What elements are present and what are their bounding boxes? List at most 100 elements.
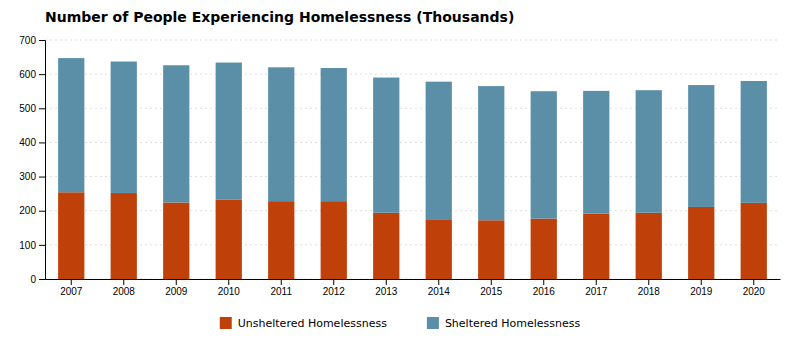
grid-line: [45, 244, 780, 245]
bar: [58, 58, 84, 192]
bar: [741, 81, 767, 203]
y-tick: 700: [19, 35, 45, 46]
x-tick-label: 2011: [270, 286, 292, 297]
grid-line: [45, 74, 780, 75]
bar: [636, 213, 662, 279]
y-tick-mark: [39, 74, 45, 75]
y-tick: 0: [30, 274, 45, 285]
x-tick: 2014: [428, 279, 451, 297]
x-tick: 2020: [743, 279, 766, 297]
x-tick: 2017: [585, 279, 608, 297]
bar: [636, 90, 662, 213]
legend-swatch: [427, 317, 439, 329]
y-tick: 200: [19, 205, 45, 216]
x-tick: 2008: [113, 279, 136, 297]
y-tick-label: 500: [19, 103, 36, 114]
bar: [583, 91, 609, 214]
y-tick-mark: [39, 245, 45, 246]
x-tick-mark: [543, 279, 544, 285]
x-tick-label: 2015: [480, 286, 503, 297]
y-tick-mark: [39, 108, 45, 109]
x-tick-mark: [701, 279, 702, 285]
x-tick-label: 2018: [638, 286, 661, 297]
x-tick: 2012: [323, 279, 346, 297]
y-tick-mark: [39, 40, 45, 41]
grid-line: [45, 176, 780, 177]
x-tick-mark: [491, 279, 492, 285]
y-tick: 600: [19, 69, 45, 80]
x-tick-mark: [438, 279, 439, 285]
x-tick-mark: [753, 279, 754, 285]
y-tick: 100: [19, 240, 45, 251]
bar: [531, 91, 557, 218]
x-tick-mark: [281, 279, 282, 285]
title: Number of People Experiencing Homelessne…: [45, 9, 514, 25]
x-tick: 2010: [218, 279, 241, 297]
bar: [688, 85, 714, 207]
bar: [111, 62, 137, 193]
x-tick-label: 2009: [165, 286, 188, 297]
x-tick: 2016: [533, 279, 556, 297]
x-tick-label: 2010: [218, 286, 241, 297]
x-tick: 2015: [480, 279, 503, 297]
bar: [373, 213, 399, 279]
x-tick-label: 2014: [428, 286, 451, 297]
x-tick-label: 2013: [375, 286, 398, 297]
bar: [741, 203, 767, 279]
y-tick-label: 100: [19, 240, 36, 251]
x-tick: 2018: [638, 279, 661, 297]
x-tick-label: 2016: [533, 286, 556, 297]
x-tick-label: 2008: [113, 286, 136, 297]
x-tick-mark: [123, 279, 124, 285]
grid-line: [45, 108, 780, 109]
legend-swatch: [220, 317, 232, 329]
x-tick-mark: [648, 279, 649, 285]
y-tick-mark: [39, 177, 45, 178]
bar: [268, 67, 294, 201]
legend-label: Sheltered Homelessness: [445, 317, 581, 330]
grid-line: [45, 210, 780, 211]
y-tick: 300: [19, 171, 45, 182]
bar-series: [58, 58, 767, 220]
x-tick-label: 2012: [323, 286, 346, 297]
bar: [163, 203, 189, 279]
x-tick-label: 2019: [690, 286, 713, 297]
bar: [478, 86, 504, 220]
y-tick-mark: [39, 211, 45, 212]
x-tick-label: 2007: [60, 286, 83, 297]
bar: [268, 201, 294, 279]
y-tick-label: 200: [19, 205, 36, 216]
y-tick-label: 0: [30, 274, 36, 285]
bar: [216, 63, 242, 200]
y-tick: 400: [19, 137, 45, 148]
bar: [478, 220, 504, 279]
grid: [45, 40, 780, 279]
x-tick: 2013: [375, 279, 398, 297]
grid-line: [45, 142, 780, 143]
bar: [321, 201, 347, 279]
legend-item: Sheltered Homelessness: [427, 317, 581, 330]
x-tick-mark: [596, 279, 597, 285]
chart: 2007 2008 2009 2010 2011 2012 2013 2014 2015 2016…: [0, 0, 800, 341]
bar: [583, 213, 609, 279]
y-axis-line: [39, 41, 46, 280]
x-tick: 2007: [60, 279, 83, 297]
x-tick-label: 2017: [585, 286, 608, 297]
y-tick-mark: [39, 279, 45, 280]
x-tick-label: 2020: [743, 286, 766, 297]
bar: [321, 68, 347, 201]
grid-line: [45, 40, 780, 41]
x-axis-line: [46, 279, 781, 280]
x-tick: 2019: [690, 279, 713, 297]
grid-line: [45, 279, 780, 280]
legend-label: Unsheltered Homelessness: [238, 317, 387, 330]
y-tick-label: 300: [19, 171, 36, 182]
legend-item: Unsheltered Homelessness: [220, 317, 387, 330]
x-tick: 2011: [270, 279, 292, 297]
bar: [58, 192, 84, 279]
x-tick-mark: [386, 279, 387, 285]
x-tick-mark: [333, 279, 334, 285]
bar: [373, 78, 399, 213]
bar: [426, 82, 452, 220]
y-tick-label: 700: [19, 35, 36, 46]
